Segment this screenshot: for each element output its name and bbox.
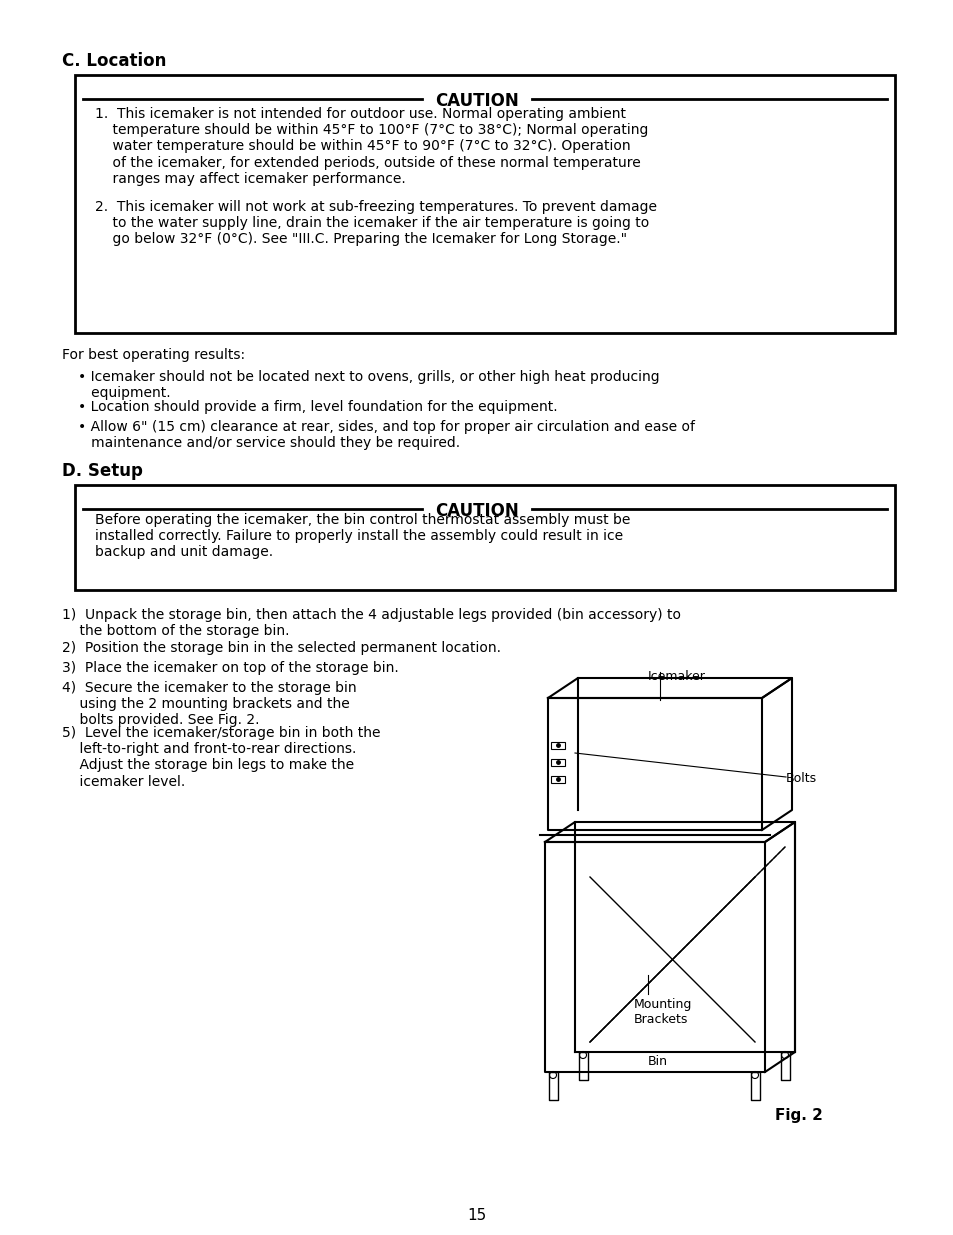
Text: • Allow 6" (15 cm) clearance at rear, sides, and top for proper air circulation : • Allow 6" (15 cm) clearance at rear, si…	[78, 420, 695, 451]
Text: Bolts: Bolts	[785, 772, 817, 785]
Text: 2)  Position the storage bin in the selected permanent location.: 2) Position the storage bin in the selec…	[62, 641, 500, 655]
Text: 2.  This icemaker will not work at sub-freezing temperatures. To prevent damage
: 2. This icemaker will not work at sub-fr…	[95, 200, 657, 247]
Bar	[551, 760, 564, 766]
Text: 4)  Secure the icemaker to the storage bin
    using the 2 mounting brackets and: 4) Secure the icemaker to the storage bi…	[62, 680, 356, 727]
Text: For best operating results:: For best operating results:	[62, 348, 245, 362]
Text: 15: 15	[467, 1208, 486, 1223]
Text: 3)  Place the icemaker on top of the storage bin.: 3) Place the icemaker on top of the stor…	[62, 661, 398, 676]
Text: • Icemaker should not be located next to ovens, grills, or other high heat produ: • Icemaker should not be located next to…	[78, 370, 659, 400]
FancyBboxPatch shape	[75, 75, 894, 333]
Bar	[551, 776, 564, 783]
Text: Fig. 2: Fig. 2	[774, 1108, 822, 1123]
Text: 1.  This icemaker is not intended for outdoor use. Normal operating ambient
    : 1. This icemaker is not intended for out…	[95, 107, 648, 185]
Bar	[551, 742, 564, 748]
Text: D. Setup: D. Setup	[62, 462, 143, 480]
FancyBboxPatch shape	[75, 485, 894, 590]
Text: • Location should provide a firm, level foundation for the equipment.: • Location should provide a firm, level …	[78, 400, 558, 414]
Text: 5)  Level the icemaker/storage bin in both the
    left-to-right and front-to-re: 5) Level the icemaker/storage bin in bot…	[62, 726, 380, 789]
Text: C. Location: C. Location	[62, 52, 166, 70]
Text: Mounting
Brackets: Mounting Brackets	[634, 998, 692, 1026]
Text: Before operating the icemaker, the bin control thermostat assembly must be
insta: Before operating the icemaker, the bin c…	[95, 513, 630, 559]
Text: CAUTION: CAUTION	[435, 91, 518, 110]
Text: Bin: Bin	[647, 1055, 667, 1068]
Text: Icemaker: Icemaker	[647, 671, 705, 683]
Text: 1)  Unpack the storage bin, then attach the 4 adjustable legs provided (bin acce: 1) Unpack the storage bin, then attach t…	[62, 608, 680, 638]
Text: CAUTION: CAUTION	[435, 501, 518, 520]
